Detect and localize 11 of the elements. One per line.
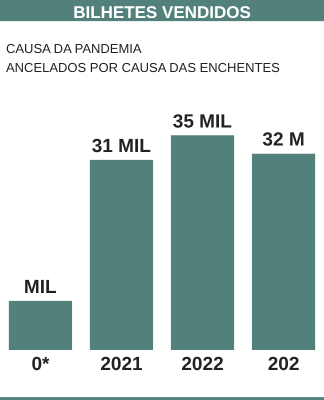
text: ANCELADOS POR CAUSA DAS ENCHENTES <box>6 60 280 75</box>
x-tick-label: 202 <box>268 354 300 375</box>
text: CAUSA DA PANDEMIA <box>6 41 142 56</box>
chart-title: BILHETES VENDIDOS <box>73 2 251 22</box>
data-label: 32 M <box>262 130 305 151</box>
data-label: MIL <box>24 276 58 298</box>
x-tick-label: 2021 <box>100 354 144 375</box>
x-tick-label: 0* <box>31 354 50 375</box>
data-label: 35 MIL <box>172 111 232 132</box>
x-tick-label: 2022 <box>181 354 224 375</box>
data-label: 31 MIL <box>92 136 152 157</box>
